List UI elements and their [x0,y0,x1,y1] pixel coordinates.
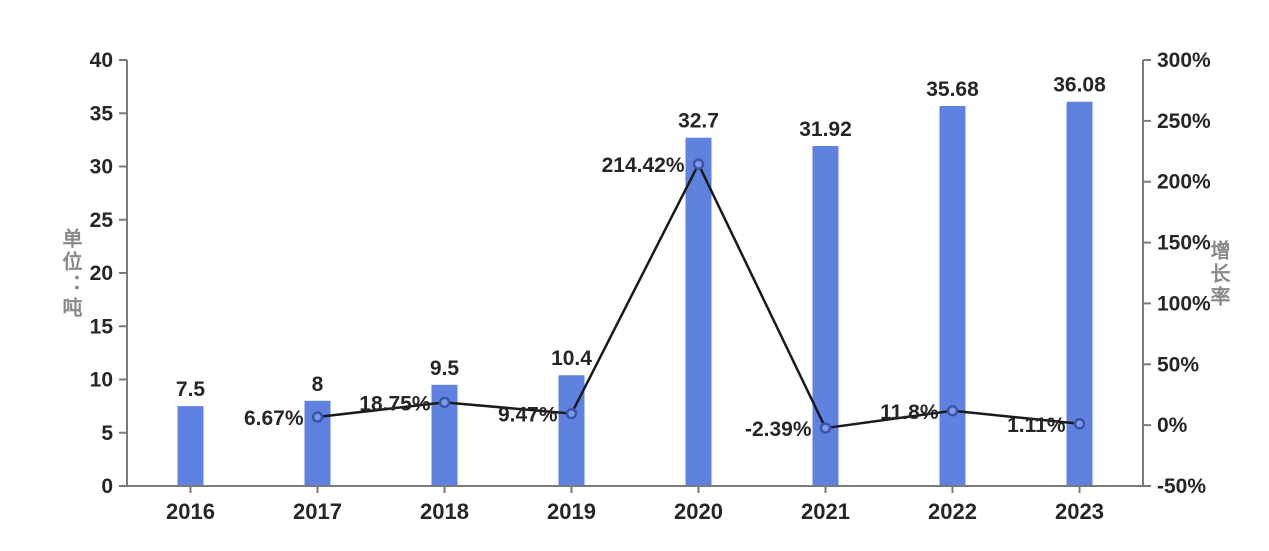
x-axis-label-2023: 2023 [1055,499,1104,524]
bar-2022 [939,106,966,487]
left-axis-tick-label: 15 [90,315,114,338]
x-axis-label-2022: 2022 [928,499,977,524]
x-axis-label-2020: 2020 [674,499,723,524]
bar-value-label-2023: 36.08 [1053,74,1106,97]
growth-label-2021: -2.39% [745,418,812,441]
growth-label-2018: 18.75% [359,392,431,415]
bar-2019 [558,375,585,486]
right-axis-tick-label: 100% [1157,292,1211,315]
bar-2021 [812,146,839,486]
growth-marker-2018 [438,396,451,409]
right-axis-tick-label: 50% [1157,353,1199,376]
left-axis-tick-label: 10 [90,369,113,392]
right-axis-title: 增长率 [1207,240,1229,309]
growth-marker-2023 [1073,418,1086,430]
bar-2016 [177,406,204,486]
bar-value-label-2022: 35.68 [926,78,979,101]
growth-label-2020: 214.42% [602,154,685,177]
right-axis-tick-label: -50% [1157,475,1206,498]
x-axis-label-2017: 2017 [293,499,342,524]
bar-value-label-2018: 9.5 [430,357,460,380]
x-axis-label-2021: 2021 [801,499,850,524]
left-axis-title: 单位：吨 [59,228,81,320]
bar-value-label-2019: 10.4 [551,347,592,370]
growth-label-2017: 6.67% [244,407,304,430]
growth-marker-2019 [565,407,578,420]
bar-value-label-2020: 32.7 [678,110,719,133]
growth-label-2019: 9.47% [498,404,558,427]
left-axis-tick-label: 40 [90,49,113,72]
growth-marker-2017 [311,411,324,423]
left-axis-tick-label: 5 [101,422,113,445]
growth-marker-2022 [946,405,959,417]
right-axis-tick-label: 250% [1157,110,1211,133]
right-axis-tick-label: 150% [1157,232,1211,255]
x-axis-label-2018: 2018 [420,499,469,524]
right-axis-tick-label: 0% [1157,414,1188,437]
bar-value-label-2021: 31.92 [799,118,852,141]
right-axis-tick-label: 300% [1157,49,1211,72]
x-axis-label-2019: 2019 [547,499,596,524]
left-axis-tick-label: 0 [101,475,113,498]
right-axis-tick-label: 200% [1157,171,1211,194]
left-axis-tick-label: 25 [90,209,114,232]
left-axis-tick-label: 20 [90,262,113,285]
x-axis-label-2016: 2016 [166,499,215,524]
growth-marker-2020 [692,158,705,170]
left-axis-tick-label: 35 [90,102,114,125]
bar-value-label-2016: 7.5 [176,378,206,401]
left-axis-tick-label: 30 [90,156,113,179]
bar-2020 [685,137,712,486]
growth-marker-2021 [819,422,832,434]
bar-value-label-2017: 8 [312,373,324,396]
growth-label-2022: 11.8% [880,401,939,424]
growth-label-2023: 1.11% [1007,414,1066,437]
